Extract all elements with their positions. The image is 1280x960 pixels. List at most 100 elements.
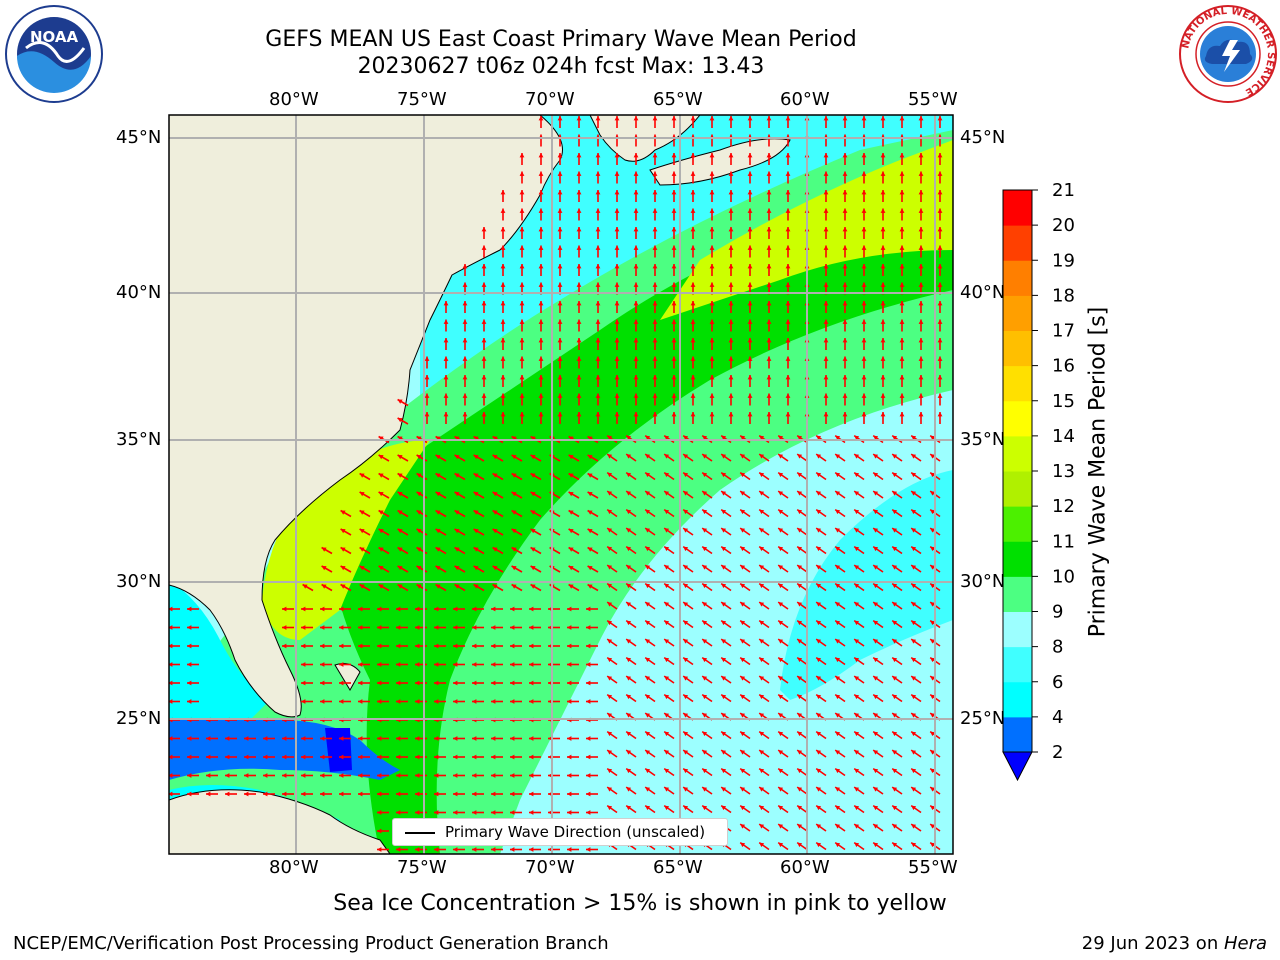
direction-arrow-head (187, 791, 192, 797)
chart-subtitle-run: 20230627 t06z 024h fcst Max: 13.43 (357, 54, 765, 79)
direction-arrow-head (709, 190, 715, 195)
direction-arrow-head (378, 547, 384, 552)
direction-arrow-head (557, 190, 563, 195)
direction-arrow-head (339, 662, 344, 667)
direction-arrow-head (587, 436, 593, 441)
direction-arrow-head (529, 754, 534, 760)
direction-arrow-head (595, 153, 601, 158)
direction-arrow-head (538, 245, 544, 250)
direction-arrow-head (728, 375, 734, 380)
colorbar-swatch (1003, 225, 1032, 261)
colorbar-swatch (1003, 471, 1032, 507)
direction-arrow-head (652, 412, 658, 417)
direction-arrow-head (892, 787, 898, 792)
direction-arrow-head (595, 301, 601, 306)
direction-arrow-head (861, 264, 867, 269)
direction-arrow-head (918, 301, 924, 306)
direction-arrow-head (443, 375, 449, 380)
direction-arrow-head (873, 546, 879, 552)
direction-arrow-head (778, 639, 784, 644)
direction-arrow-head (607, 657, 613, 663)
direction-arrow-head (607, 435, 613, 441)
direction-arrow-head (576, 393, 582, 398)
direction-arrow-head (683, 620, 689, 626)
direction-arrow-head (529, 625, 534, 630)
direction-arrow-head (759, 639, 765, 644)
direction-arrow-head (340, 584, 346, 589)
direction-arrow-head (652, 208, 658, 213)
direction-arrow-head (169, 699, 173, 704)
direction-arrow-head (301, 625, 306, 630)
direction-arrow-head (861, 301, 867, 306)
direction-arrow-head (671, 412, 677, 417)
cuba-land (169, 789, 391, 854)
direction-arrow-head (797, 657, 803, 663)
direction-arrow-head (511, 529, 517, 534)
direction-arrow-head (519, 153, 525, 158)
direction-arrow-head (861, 393, 867, 398)
direction-arrow-head (626, 805, 632, 811)
direction-arrow-head (842, 412, 848, 417)
direction-arrow-head (530, 566, 536, 571)
direction-arrow-head (740, 842, 746, 848)
direction-arrow-head (785, 375, 791, 380)
direction-arrow-head (282, 773, 287, 778)
direction-arrow-head (359, 529, 365, 534)
direction-arrow-head (721, 805, 727, 811)
direction-arrow-head (491, 662, 496, 667)
direction-arrow-head (797, 713, 803, 718)
direction-arrow-head (709, 208, 715, 213)
direction-arrow-head (911, 676, 917, 681)
direction-arrow-head (206, 791, 211, 797)
direction-arrow-head (911, 509, 917, 515)
direction-arrow-head (785, 356, 791, 361)
direction-arrow-head (785, 153, 791, 158)
direction-arrow-head (320, 625, 325, 630)
direction-arrow-head (842, 375, 848, 380)
direction-arrow-head (557, 282, 563, 287)
direction-arrow-head (861, 190, 867, 195)
direction-arrow-head (816, 565, 822, 570)
direction-arrow-head (567, 699, 572, 704)
direction-arrow-head (169, 680, 173, 686)
direction-arrow-head (873, 731, 879, 737)
direction-arrow-head (816, 731, 822, 737)
direction-arrow-head (633, 393, 639, 398)
direction-arrow-head (930, 842, 936, 848)
direction-arrow-head (301, 791, 306, 797)
direction-arrow-head (557, 245, 563, 250)
direction-arrow-head (747, 393, 753, 398)
direction-arrow-head (206, 736, 211, 741)
direction-arrow-head (633, 264, 639, 269)
direction-arrow-head (835, 842, 841, 848)
direction-arrow-head (396, 606, 401, 612)
direction-arrow-head (823, 356, 829, 361)
direction-arrow-head (443, 319, 449, 324)
direction-arrow-head (576, 208, 582, 213)
direction-arrow-head (880, 338, 886, 343)
direction-arrow-head (538, 171, 544, 176)
direction-arrow-head (645, 657, 651, 663)
direction-arrow-head (747, 319, 753, 324)
direction-arrow-head (557, 319, 563, 324)
direction-arrow-head (282, 791, 287, 797)
direction-arrow-head (930, 454, 936, 459)
direction-arrow-head (472, 791, 477, 797)
direction-arrow-head (645, 694, 651, 700)
direction-arrow-head (206, 773, 211, 778)
direction-arrow-head (607, 472, 613, 478)
direction-arrow-head (396, 791, 401, 797)
direction-arrow-head (873, 805, 879, 811)
lon-tick-bottom: 60°W (780, 857, 830, 878)
footer-host: Hera (1223, 933, 1267, 954)
direction-arrow-head (472, 736, 477, 741)
colorbar-swatch (1003, 435, 1032, 472)
direction-arrow-head (728, 153, 734, 158)
direction-arrow-head (740, 694, 746, 700)
direction-arrow-head (557, 227, 563, 232)
direction-arrow-head (652, 227, 658, 232)
lat-tick-right: 45°N (960, 127, 1006, 148)
direction-arrow-head (454, 566, 460, 571)
direction-arrow-head (797, 842, 803, 848)
direction-arrow-head (854, 842, 860, 848)
